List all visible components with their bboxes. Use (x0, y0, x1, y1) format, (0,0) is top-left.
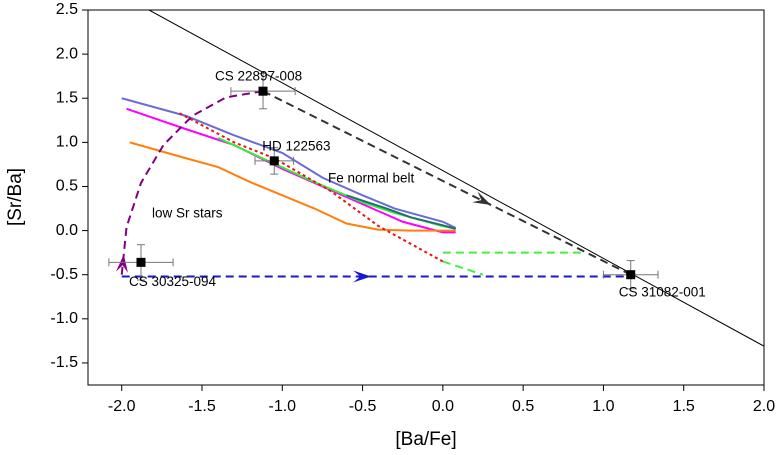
data-point (269, 156, 279, 166)
arrowhead (115, 254, 128, 273)
arrowhead (472, 191, 491, 205)
annotation: Fe normal belt (328, 171, 415, 186)
x-tick-label: -1.5 (188, 398, 216, 415)
point-label: CS 31082-001 (619, 284, 706, 299)
data-point (136, 257, 146, 267)
point-label: CS 30325-094 (129, 274, 217, 289)
point-label: CS 22897-008 (215, 69, 302, 84)
annotation: low Sr stars (152, 206, 223, 221)
x-tick-label: -2.0 (108, 398, 136, 415)
x-tick-label: 2.0 (753, 398, 775, 415)
series-line (262, 90, 632, 276)
y-tick-label: 2.5 (56, 1, 78, 18)
x-tick-label: -1.0 (269, 398, 297, 415)
x-tick-label: 1.5 (673, 398, 695, 415)
series-line (179, 112, 444, 263)
x-tick-label: 0.0 (432, 398, 454, 415)
y-axis-title: [Sr/Ba] (5, 168, 26, 226)
series-line (346, 194, 456, 230)
x-tick-label: -0.5 (349, 398, 377, 415)
point-label: HD 122563 (262, 138, 330, 153)
data-point (626, 270, 636, 280)
plot-area (115, 10, 764, 347)
x-tick-label: 1.0 (592, 398, 614, 415)
series-line (121, 97, 457, 229)
arrowhead (353, 270, 372, 283)
x-axis-title: [Ba/Fe] (395, 429, 456, 450)
plot-frame (87, 9, 765, 386)
series-line (442, 260, 484, 276)
series-line (148, 10, 764, 347)
data-point (258, 86, 268, 96)
y-tick-label: 0.0 (56, 222, 78, 239)
y-tick-label: 2.0 (56, 45, 78, 62)
y-tick-label: -1.5 (50, 354, 78, 371)
y-tick-label: 0.5 (56, 178, 78, 195)
y-tick-label: -1.0 (50, 310, 78, 327)
y-tick-label: 1.5 (56, 89, 78, 106)
y-tick-label: -0.5 (50, 266, 78, 283)
y-tick-label: 1.0 (56, 134, 78, 151)
x-tick-label: 0.5 (512, 398, 534, 415)
series-line (129, 141, 456, 232)
